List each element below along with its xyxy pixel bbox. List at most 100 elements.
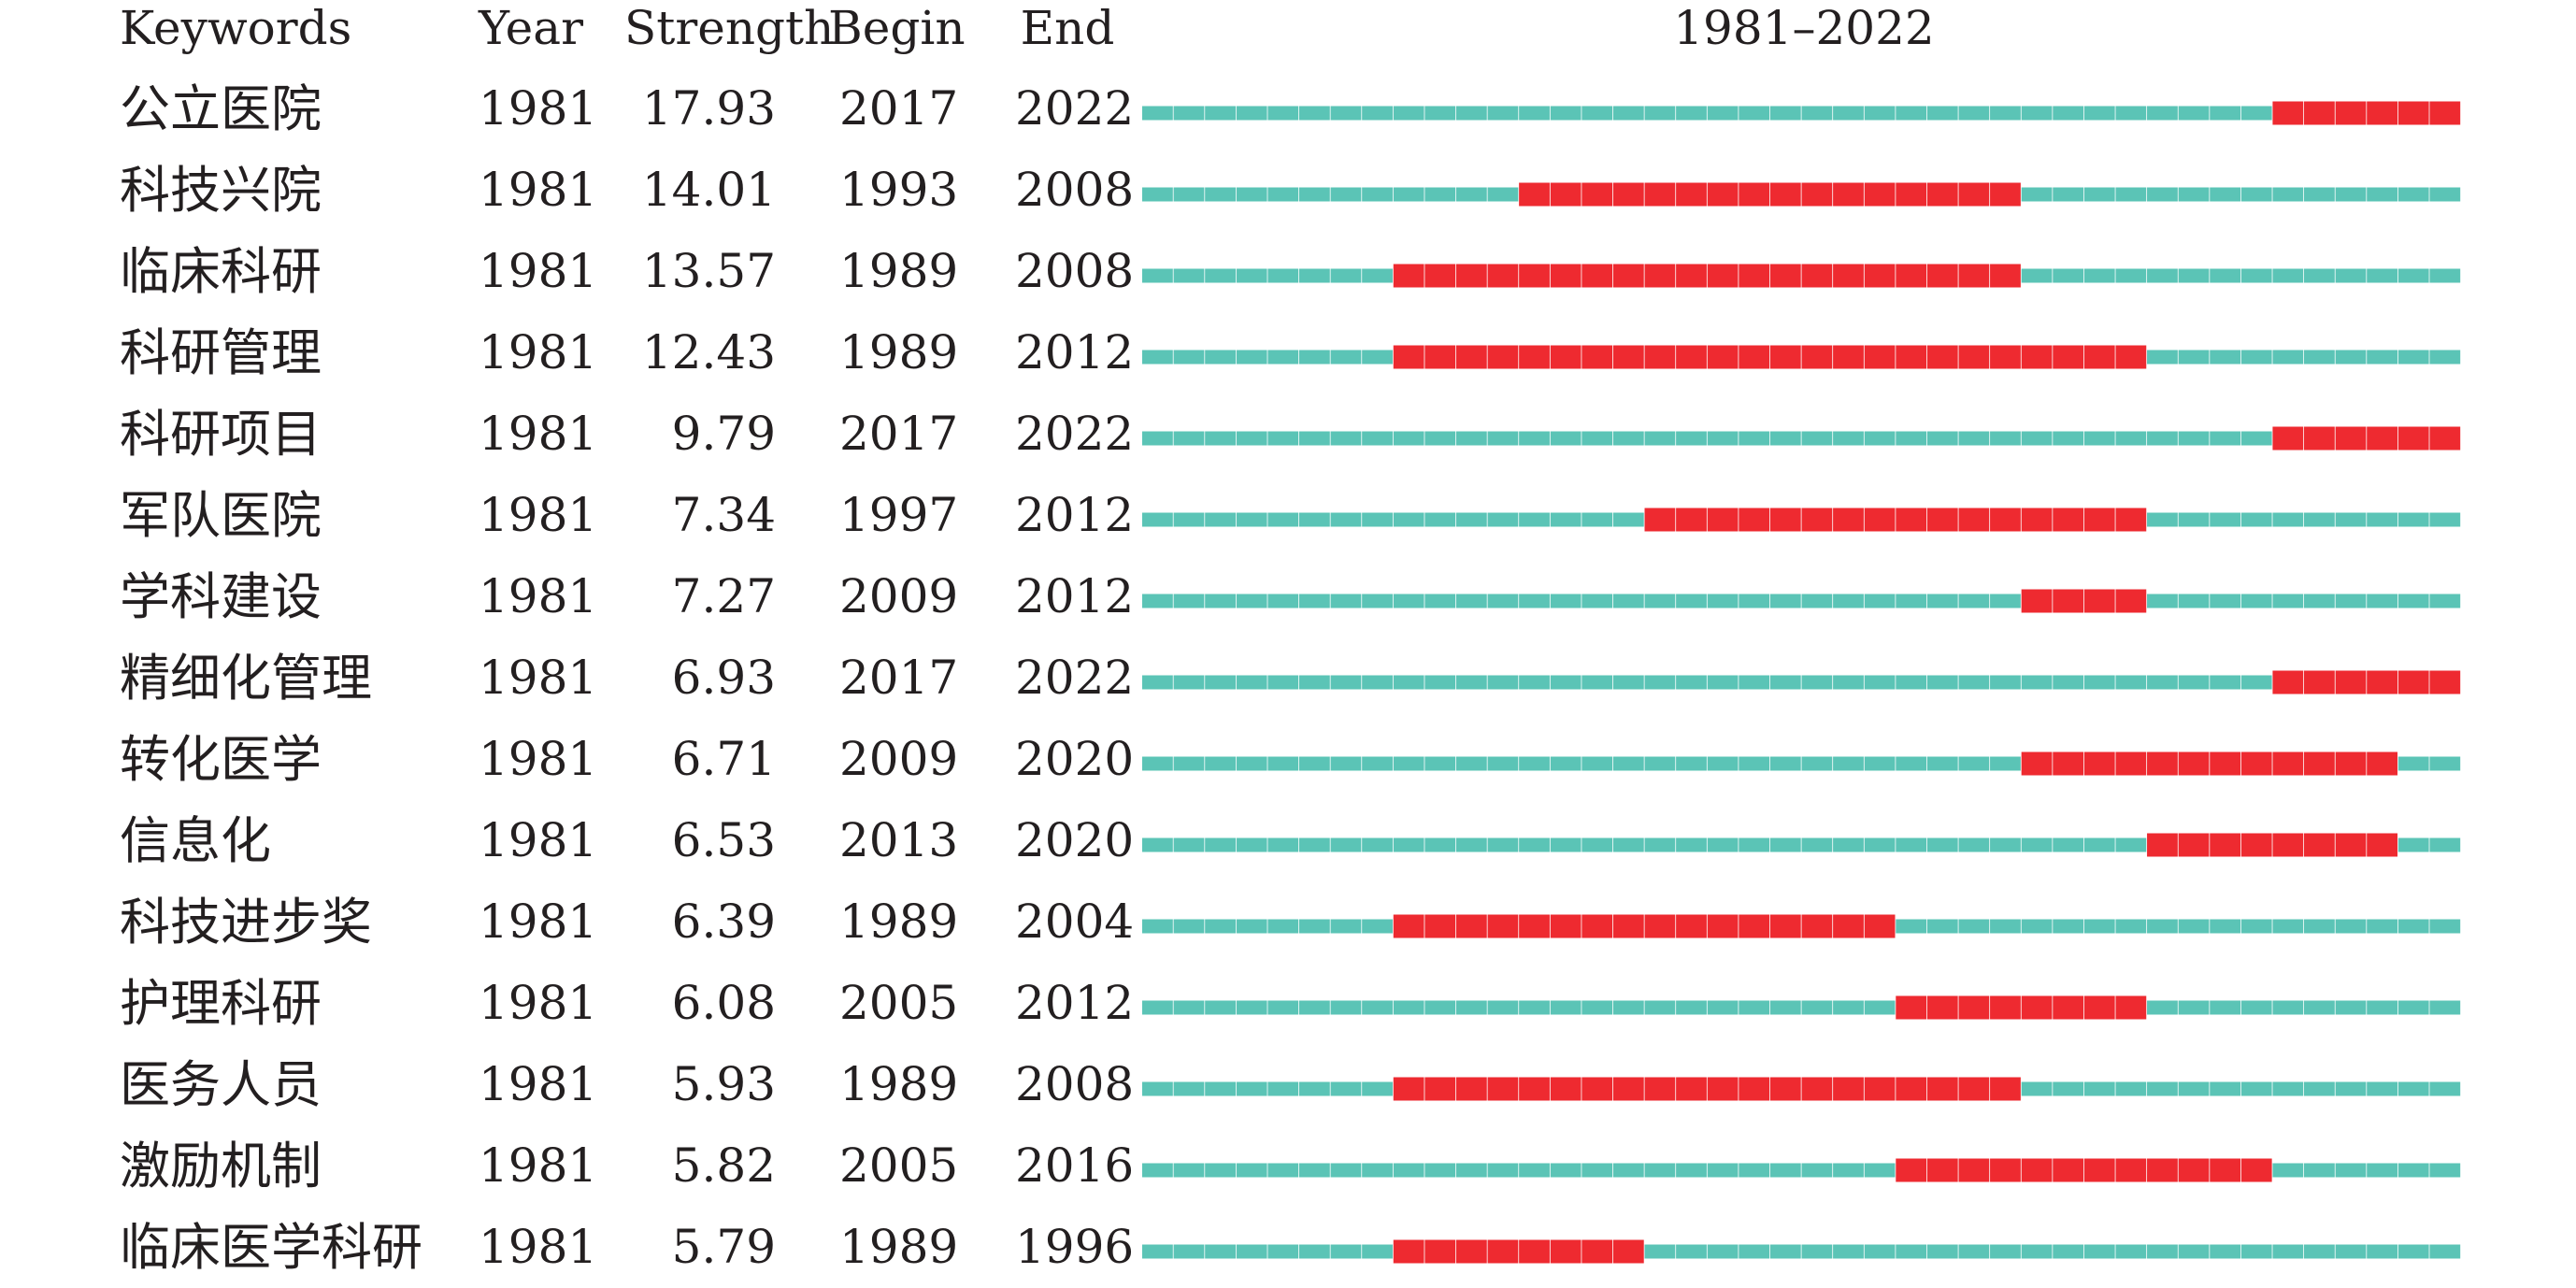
burst-segment	[1990, 1077, 2021, 1101]
burst-segment	[1990, 1158, 2021, 1182]
burst-segment	[2021, 995, 2053, 1020]
year-cell: 1981	[479, 1057, 598, 1111]
table-row: 公立医院 1981 17.93 2017 2022	[0, 68, 2576, 150]
baseline-segment	[1142, 837, 1173, 852]
baseline-segment	[1676, 1244, 1707, 1259]
burst-segment	[1833, 508, 1864, 532]
year-cell: 1981	[479, 732, 598, 786]
baseline-segment	[2272, 187, 2304, 202]
burst-segment	[1676, 508, 1707, 532]
burst-segment	[1707, 264, 1739, 288]
baseline-segment	[2178, 1081, 2210, 1096]
burst-segment	[1487, 345, 1519, 369]
burst-segment	[2053, 345, 2084, 369]
strength-cell: 6.93	[671, 651, 776, 705]
baseline-segment	[1298, 1081, 1330, 1096]
burst-segment	[2083, 751, 2115, 776]
baseline-segment	[1173, 268, 1205, 283]
baseline-segment	[2147, 187, 2178, 202]
strength-cell: 6.39	[671, 894, 776, 949]
baseline-segment	[2397, 919, 2429, 934]
begin-cell: 2017	[839, 81, 959, 136]
baseline-segment	[1393, 512, 1424, 527]
baseline-segment	[1424, 512, 1456, 527]
baseline-segment	[1330, 187, 1362, 202]
baseline-segment	[1487, 756, 1519, 771]
burst-segment	[1864, 182, 1896, 207]
burst-segment	[2210, 751, 2241, 776]
table-row: 护理科研 1981 6.08 2005 2012	[0, 963, 2576, 1044]
burst-segment	[2053, 751, 2084, 776]
baseline-segment	[1205, 1000, 1236, 1015]
burst-segment	[1958, 264, 1990, 288]
burst-segment	[1739, 345, 1770, 369]
baseline-segment	[1769, 675, 1801, 690]
baseline-segment	[1236, 919, 1267, 934]
burst-segment	[2083, 995, 2115, 1020]
burst-segment	[1896, 995, 1927, 1020]
end-cell: 2022	[1015, 81, 1135, 136]
burst-segment	[2115, 751, 2147, 776]
baseline-segment	[1519, 512, 1550, 527]
baseline-segment	[1424, 431, 1456, 446]
baseline-segment	[2304, 919, 2335, 934]
baseline-segment	[1612, 431, 1644, 446]
baseline-segment	[1205, 919, 1236, 934]
baseline-segment	[2429, 837, 2461, 852]
baseline-segment	[2178, 675, 2210, 690]
burst-segment	[1644, 914, 1676, 938]
baseline-segment	[2178, 268, 2210, 283]
burst-segment	[1519, 1239, 1550, 1264]
baseline-segment	[1298, 919, 1330, 934]
burst-segment	[1990, 508, 2021, 532]
burst-segment	[2115, 995, 2147, 1020]
end-cell: 2022	[1015, 407, 1135, 461]
burst-segment	[1644, 345, 1676, 369]
burst-segment	[1676, 264, 1707, 288]
burst-segment	[1990, 264, 2021, 288]
baseline-segment	[1644, 837, 1676, 852]
baseline-segment	[1142, 1081, 1173, 1096]
burst-segment	[2240, 751, 2272, 776]
burst-segment	[1581, 264, 1613, 288]
baseline-segment	[1205, 1244, 1236, 1259]
burst-segment	[2021, 1158, 2053, 1182]
burst-segment	[1424, 345, 1456, 369]
baseline-segment	[2272, 594, 2304, 608]
keyword-cell: 精细化管理	[120, 649, 372, 708]
baseline-segment	[1205, 675, 1236, 690]
baseline-segment	[2397, 1081, 2429, 1096]
baseline-segment	[2335, 1000, 2367, 1015]
end-cell: 2008	[1015, 1057, 1135, 1111]
baseline-segment	[1298, 756, 1330, 771]
baseline-segment	[1455, 1163, 1487, 1178]
baseline-segment	[1896, 431, 1927, 446]
baseline-segment	[1236, 268, 1267, 283]
baseline-segment	[1644, 106, 1676, 121]
baseline-segment	[2335, 350, 2367, 365]
burst-segment	[1707, 914, 1739, 938]
baseline-segment	[2210, 268, 2241, 283]
burst-segment	[1833, 914, 1864, 938]
baseline-segment	[2210, 594, 2241, 608]
burst-segment	[2147, 751, 2178, 776]
baseline-segment	[1267, 1163, 1299, 1178]
burst-segment	[1926, 264, 1958, 288]
baseline-segment	[1142, 1163, 1173, 1178]
baseline-segment	[1362, 512, 1393, 527]
baseline-segment	[1173, 1081, 1205, 1096]
burst-segment	[1581, 1239, 1613, 1264]
baseline-segment	[2272, 350, 2304, 365]
burst-segment	[1519, 264, 1550, 288]
baseline-segment	[2397, 756, 2429, 771]
baseline-segment	[1362, 1244, 1393, 1259]
baseline-segment	[2335, 919, 2367, 934]
end-cell: 2020	[1015, 813, 1135, 867]
baseline-segment	[1612, 1000, 1644, 1015]
burst-segment	[1550, 264, 1581, 288]
baseline-segment	[1236, 837, 1267, 852]
baseline-segment	[1833, 1000, 1864, 1015]
burst-segment	[2397, 426, 2429, 451]
baseline-segment	[1990, 919, 2021, 934]
burst-segment	[1424, 264, 1456, 288]
